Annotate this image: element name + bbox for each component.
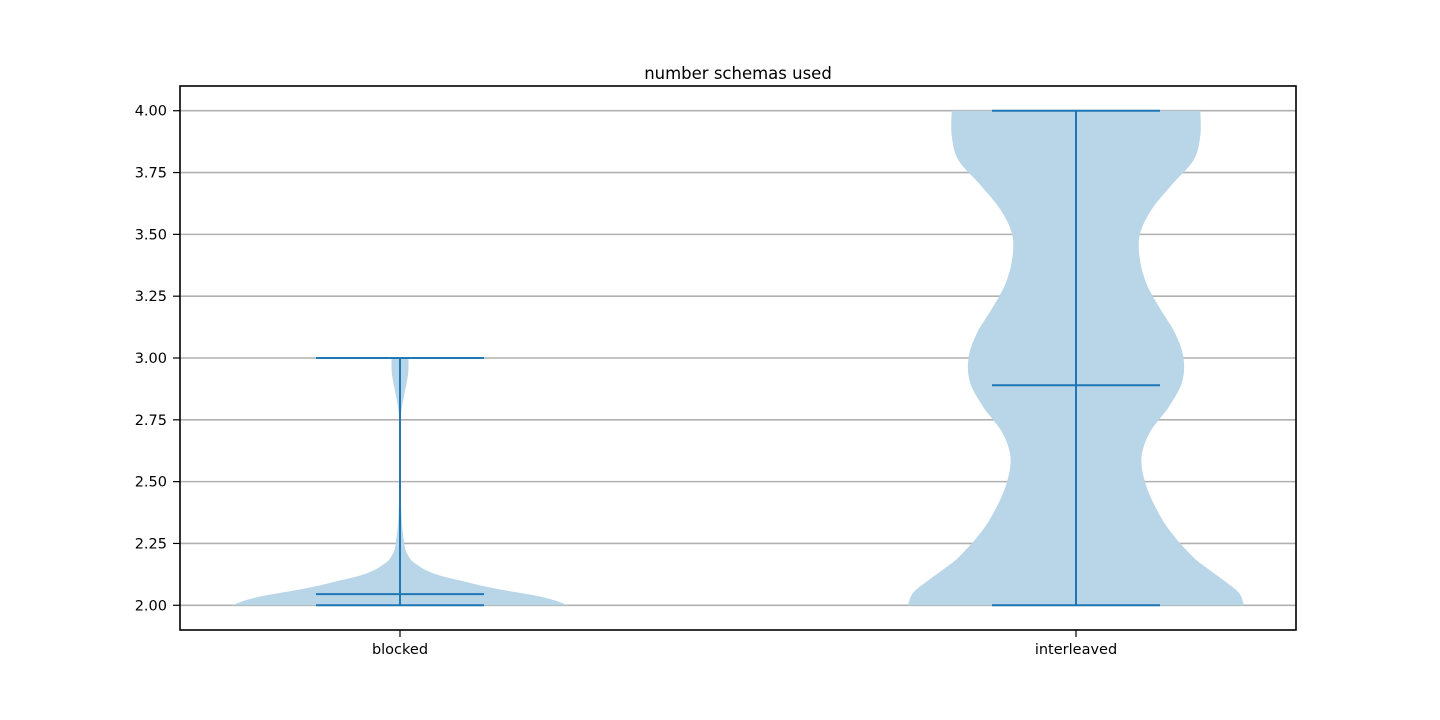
y-tick-label: 2.50	[135, 475, 167, 491]
x-tick-label: interleaved	[1035, 642, 1117, 658]
y-tick-label: 2.00	[135, 598, 167, 614]
y-tick-label: 3.00	[135, 351, 167, 367]
y-tick-label: 3.75	[135, 166, 167, 182]
y-tick-label: 3.50	[135, 227, 167, 243]
y-tick-label: 2.75	[135, 413, 167, 429]
y-tick-label: 3.25	[135, 289, 167, 305]
y-tick-label: 4.00	[135, 104, 167, 120]
x-tick-label: blocked	[372, 642, 428, 658]
chart-title: number schemas used	[644, 64, 832, 83]
y-tick-label: 2.25	[135, 536, 167, 552]
